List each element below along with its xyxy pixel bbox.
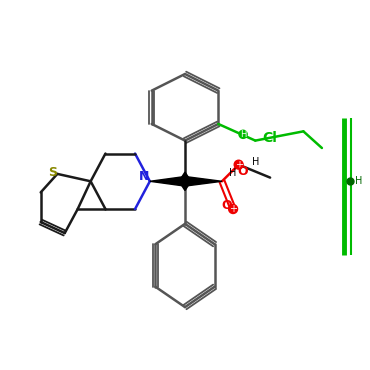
Text: H: H <box>252 157 259 167</box>
Text: H: H <box>240 130 246 139</box>
Text: H: H <box>229 168 236 178</box>
Circle shape <box>229 205 238 213</box>
Circle shape <box>239 130 247 138</box>
Text: O: O <box>221 199 232 212</box>
Text: Cl: Cl <box>262 131 277 145</box>
Polygon shape <box>185 176 222 186</box>
Polygon shape <box>150 176 185 186</box>
Circle shape <box>234 160 243 169</box>
Text: N: N <box>139 170 149 184</box>
Text: O: O <box>237 165 248 178</box>
Text: +: + <box>229 204 237 214</box>
Text: H: H <box>355 176 363 186</box>
Text: S: S <box>48 165 57 179</box>
Text: +: + <box>235 159 243 170</box>
Polygon shape <box>179 172 191 191</box>
